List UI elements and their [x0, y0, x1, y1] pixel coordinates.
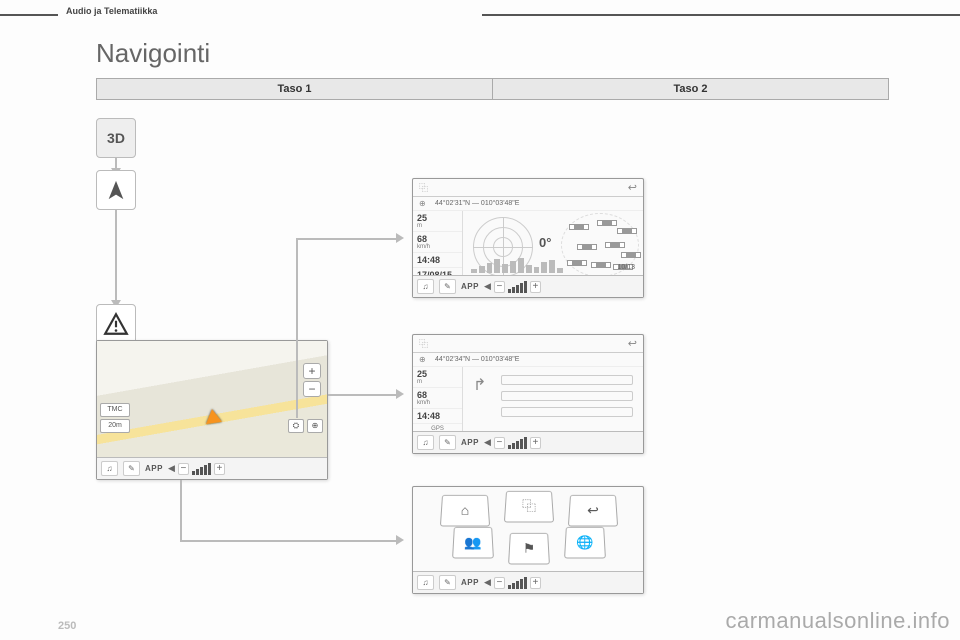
volume-down-button[interactable]: −: [494, 437, 505, 449]
speaker-icon: ◀: [484, 437, 491, 448]
zoom-out-button[interactable]: −: [303, 381, 321, 397]
system-bottom-bar: ♫ ✎ APP ◀ − +: [413, 571, 643, 593]
flow-line: [296, 238, 396, 240]
edit-icon[interactable]: ✎: [439, 435, 456, 450]
system-bottom-bar: ♫ ✎ APP ◀ − +: [413, 275, 643, 297]
destination-tile[interactable]: ⚑: [508, 533, 550, 565]
page-title: Navigointi: [96, 38, 210, 69]
flow-arrow-icon: [396, 389, 404, 399]
back-icon[interactable]: ↩: [628, 337, 637, 350]
top-line-right: [482, 14, 960, 16]
system-bottom-bar: ♫ ✎ APP ◀ − +: [97, 457, 327, 479]
page-number: 250: [58, 620, 76, 632]
flow-line: [296, 238, 298, 418]
gps-status-panel: ⿻ ↩ 44°02'31"N — 010°03'48"E 25 m68 km/h…: [412, 178, 644, 298]
nav-map-panel: + − TMC 20m ⛭ ⊕ ♫ ✎ APP ◀ − +: [96, 340, 328, 480]
zoom-in-button[interactable]: +: [303, 363, 321, 379]
volume-up-button[interactable]: +: [530, 437, 541, 449]
music-icon[interactable]: ♫: [417, 575, 434, 590]
flow-line: [180, 480, 182, 540]
volume-down-button[interactable]: −: [178, 463, 189, 475]
route-steps-panel: ⿻ ↩ 44°02'34"N — 010°03'48"E 25 m68 km/h…: [412, 334, 644, 454]
step-line[interactable]: [501, 407, 633, 417]
map-tile[interactable]: ⿻: [504, 491, 554, 523]
volume-bars: [192, 463, 211, 475]
zoom-controls: + −: [303, 363, 321, 397]
nav-menu-panel: ⌂ ⿻ ↩ 👥 ⚑ 🌐 ♫ ✎ APP ◀ − +: [412, 486, 644, 594]
map-status-badges: ⛭ ⊕: [288, 419, 323, 433]
menu-tiles: ⌂ ⿻ ↩ 👥 ⚑ 🌐: [413, 487, 643, 571]
back-icon[interactable]: ↩: [628, 181, 637, 194]
music-icon[interactable]: ♫: [101, 461, 118, 476]
top-bar: Audio ja Telematiikka: [0, 0, 960, 30]
volume-up-button[interactable]: +: [530, 577, 541, 589]
volume-control[interactable]: ◀ − +: [484, 281, 639, 293]
app-label[interactable]: APP: [145, 464, 163, 473]
music-icon[interactable]: ♫: [417, 435, 434, 450]
step-line[interactable]: [501, 391, 633, 401]
col-taso1: Taso 1: [97, 79, 492, 99]
step-line[interactable]: [501, 375, 633, 385]
panel-header: ⿻ ↩: [413, 179, 643, 197]
app-label[interactable]: APP: [461, 282, 479, 291]
flow-line: [115, 210, 117, 304]
status-side-column: 25 m68 km/h14:48GPS: [413, 367, 463, 431]
tmc-badge: TMC: [100, 403, 130, 417]
volume-up-button[interactable]: +: [214, 463, 225, 475]
map-glyph-icon[interactable]: ⿻: [419, 181, 428, 194]
app-label[interactable]: APP: [461, 438, 479, 447]
direction-icon: ↱: [473, 375, 486, 395]
status-side-column: 25 m68 km/h14:4817/08/15: [413, 211, 463, 275]
edit-icon[interactable]: ✎: [123, 461, 140, 476]
col-taso2: Taso 2: [492, 79, 888, 99]
map-glyph-icon[interactable]: ⿻: [419, 337, 428, 350]
top-line-left: [0, 14, 58, 16]
speaker-icon: ◀: [484, 281, 491, 292]
home-tile[interactable]: ⌂: [440, 495, 490, 527]
volume-bars: [508, 577, 527, 589]
nav-arrow-icon: [96, 170, 136, 210]
vehicle-cursor-icon: [204, 408, 222, 424]
back-tile[interactable]: ↩: [568, 495, 618, 527]
flow-line: [328, 394, 396, 396]
coordinates: 44°02'34"N — 010°03'48"E: [413, 353, 643, 367]
speaker-icon: ◀: [168, 463, 175, 474]
volume-down-button[interactable]: −: [494, 281, 505, 293]
warning-icon: [96, 304, 136, 344]
volume-control[interactable]: ◀ − +: [484, 437, 639, 449]
map-info-stack: TMC 20m: [100, 403, 130, 433]
speaker-icon: ◀: [484, 577, 491, 588]
gps-icon[interactable]: ⊕: [307, 419, 323, 433]
flow-line: [180, 540, 396, 542]
volume-control[interactable]: ◀ − +: [484, 577, 639, 589]
heading-degrees: 0°: [539, 235, 551, 250]
volume-bars: [508, 437, 527, 449]
level-table-header: Taso 1 Taso 2: [96, 78, 889, 100]
steps-content: ↱: [463, 367, 643, 431]
edit-icon[interactable]: ✎: [439, 575, 456, 590]
settings-icon[interactable]: ⛭: [288, 419, 304, 433]
watermark: carmanualsonline.info: [725, 608, 950, 634]
app-label[interactable]: APP: [461, 578, 479, 587]
edit-icon[interactable]: ✎: [439, 279, 456, 294]
volume-down-button[interactable]: −: [494, 577, 505, 589]
flow-arrow-icon: [396, 233, 404, 243]
contacts-tile[interactable]: 👥: [452, 527, 494, 559]
map-area[interactable]: + − TMC 20m ⛭ ⊕: [97, 341, 327, 457]
coordinates: 44°02'31"N — 010°03'48"E: [413, 197, 643, 211]
gps-content: 0° 10/13: [463, 211, 643, 275]
satellite-count: 10/13: [617, 264, 635, 271]
panel-header: ⿻ ↩: [413, 335, 643, 353]
volume-up-button[interactable]: +: [530, 281, 541, 293]
mode-3d-icon: 3D: [96, 118, 136, 158]
flow-arrow-icon: [396, 535, 404, 545]
scale-badge: 20m: [100, 419, 130, 433]
system-bottom-bar: ♫ ✎ APP ◀ − +: [413, 431, 643, 453]
signal-histogram: [471, 253, 563, 273]
volume-control[interactable]: ◀ − +: [168, 463, 323, 475]
globe-tile[interactable]: 🌐: [564, 527, 606, 559]
volume-bars: [508, 281, 527, 293]
music-icon[interactable]: ♫: [417, 279, 434, 294]
breadcrumb: Audio ja Telematiikka: [66, 6, 157, 16]
